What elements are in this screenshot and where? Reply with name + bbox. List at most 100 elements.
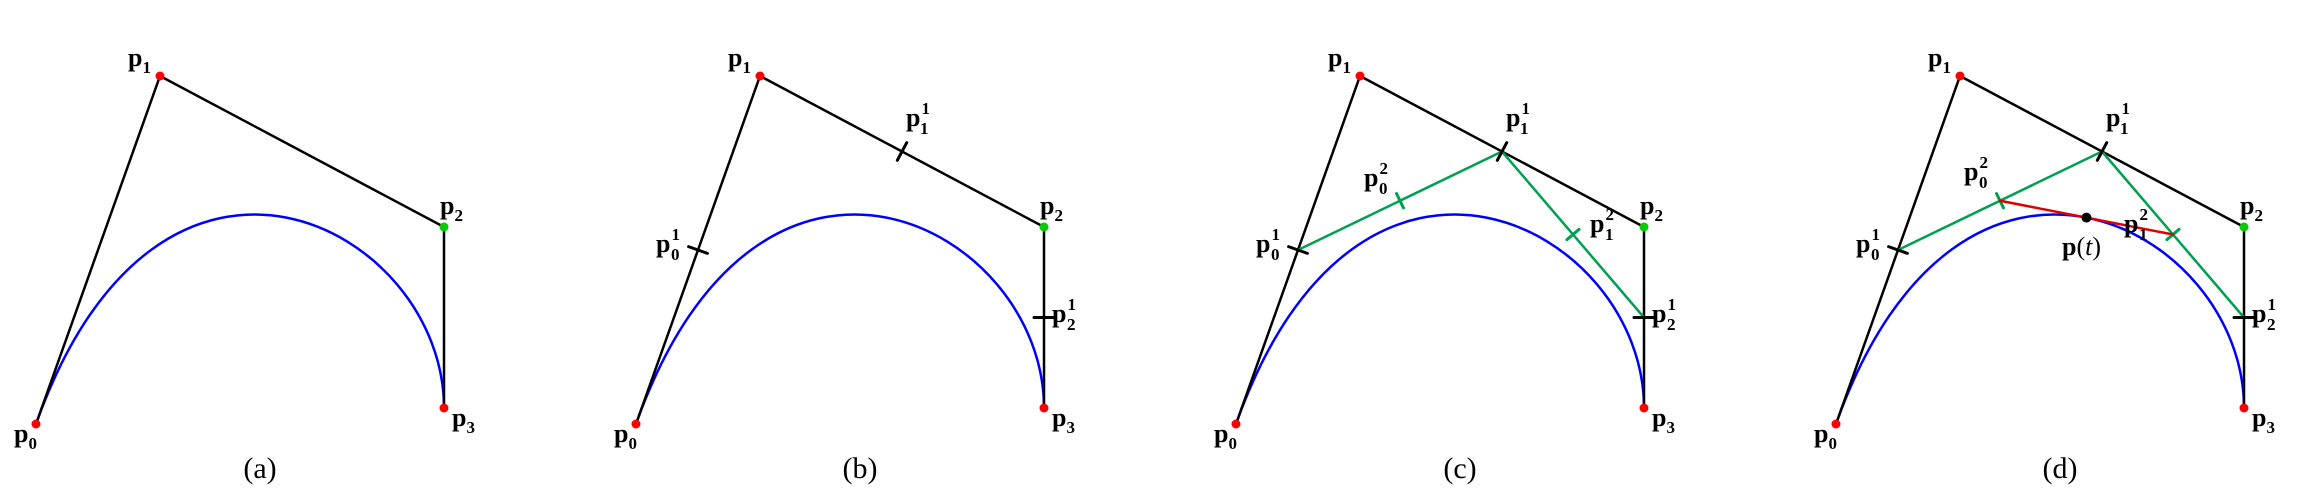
p0-point (631, 419, 641, 429)
label-p2-base: p (1640, 191, 1654, 220)
label-p02-base: p (1364, 163, 1378, 192)
label-p3-base: p (1652, 403, 1666, 432)
label-p0-base: p (1214, 419, 1228, 448)
label-p01-sub: 0 (671, 245, 680, 264)
label-p3: p3 (452, 403, 475, 437)
label-pt-paren-open: ( (2076, 232, 2085, 261)
label-p11-base: p (2106, 103, 2120, 132)
label-p3-base: p (1052, 403, 1066, 432)
label-p1-sub: 1 (742, 58, 751, 77)
label-p01-sub: 0 (1871, 245, 1880, 264)
label-p0: p0 (14, 419, 37, 453)
p0-point (31, 419, 41, 429)
label-p2: p2 (440, 191, 463, 225)
label-p2-base: p (2240, 191, 2254, 220)
pt-point (2081, 212, 2092, 223)
label-p0-sub: 0 (1828, 434, 1837, 453)
label-p11-sub: 1 (1520, 119, 1529, 138)
label-p1-sub: 1 (1942, 58, 1951, 77)
bezier-curve (634, 213, 1046, 425)
label-p0: p0 (614, 419, 637, 453)
label-p12-base: p (2124, 209, 2138, 238)
label-p11: p1 1 (1506, 99, 1529, 138)
label-p21-base: p (2252, 299, 2266, 328)
label-p2-sub: 2 (2254, 206, 2263, 225)
label-p11-sub: 1 (2120, 119, 2129, 138)
label-p01-sub: 0 (1271, 245, 1280, 264)
label-p11-base: p (1506, 103, 1520, 132)
label-p01-sup: 1 (1271, 225, 1280, 244)
p11-tick (2095, 141, 2109, 162)
label-p0-sub: 0 (28, 434, 37, 453)
panel-caption: (a) (243, 452, 276, 485)
p11-tick (1495, 141, 1509, 162)
label-p02-sub: 0 (1379, 179, 1388, 198)
label-p2-sub: 2 (1054, 206, 1063, 225)
label-p01-sup: 1 (1871, 225, 1880, 244)
label-p11-sup: 1 (2121, 99, 2129, 118)
label-p12-sub: 1 (1605, 225, 1614, 244)
label-pt-base: p (2062, 232, 2076, 261)
p11-tick (895, 141, 909, 162)
label-p21: p1 2 (2252, 295, 2276, 334)
label-p0: p0 (1214, 419, 1237, 453)
label-p0: p0 (1814, 419, 1837, 453)
label-p12-sup: 2 (2139, 205, 2148, 224)
label-p02: p2 0 (1364, 159, 1388, 198)
p2-point (439, 222, 449, 232)
label-p11-sup: 1 (1521, 99, 1529, 118)
p3-point (439, 403, 449, 413)
label-p1-base: p (128, 43, 142, 72)
label-p1: p1 (1928, 43, 1951, 77)
p1-point (155, 71, 165, 81)
label-p11-sup: 1 (921, 99, 929, 118)
p3-point (1039, 403, 1049, 413)
p12-tick (1565, 227, 1581, 242)
label-p0-base: p (14, 419, 28, 448)
label-p12: p2 1 (2124, 205, 2148, 244)
label-p21-base: p (1652, 299, 1666, 328)
label-p02: p2 0 (1964, 153, 1988, 192)
label-p21-sub: 2 (1067, 315, 1076, 334)
label-p0-sub: 0 (628, 434, 637, 453)
label-p0-base: p (614, 419, 628, 448)
label-p1-base: p (728, 43, 742, 72)
label-p0-sub: 0 (1228, 434, 1237, 453)
label-p21-sup: 1 (2267, 295, 2276, 314)
label-p3-sub: 3 (2266, 418, 2275, 437)
label-p2-base: p (440, 191, 454, 220)
label-p2-sub: 2 (454, 206, 463, 225)
label-p1: p1 (728, 43, 751, 77)
label-p2: p2 (1040, 191, 1063, 225)
label-p1-sub: 1 (142, 58, 151, 77)
label-p3: p3 (1052, 403, 1075, 437)
label-p1: p1 (128, 43, 151, 77)
bezier-curve (34, 213, 446, 425)
label-p01-base: p (656, 229, 670, 258)
label-p02-sub: 0 (1979, 173, 1988, 192)
label-pt: p(t) (2062, 232, 2101, 261)
label-p21-sub: 2 (1667, 315, 1676, 334)
label-p3-base: p (452, 403, 466, 432)
label-p11-sub: 1 (920, 119, 929, 138)
label-p21-sup: 1 (1667, 295, 1676, 314)
panel-caption: (d) (2043, 452, 2078, 485)
label-p11: p1 1 (2106, 99, 2129, 138)
p1-point (1355, 71, 1365, 81)
panel-caption: (b) (843, 452, 878, 485)
label-p2-sub: 2 (1654, 206, 1663, 225)
label-p3-sub: 3 (1666, 418, 1675, 437)
label-p1-sub: 1 (1342, 58, 1351, 77)
label-p01: p1 0 (1856, 225, 1880, 264)
label-p1-base: p (1928, 43, 1942, 72)
label-p0-base: p (1814, 419, 1828, 448)
polygon-edge-01 (34, 74, 162, 426)
p3-point (1639, 403, 1649, 413)
label-p12: p2 1 (1590, 205, 1614, 244)
label-p3: p3 (1652, 403, 1675, 437)
p01-tick (1887, 245, 1909, 255)
label-pt-paren-close: ) (2092, 232, 2101, 261)
